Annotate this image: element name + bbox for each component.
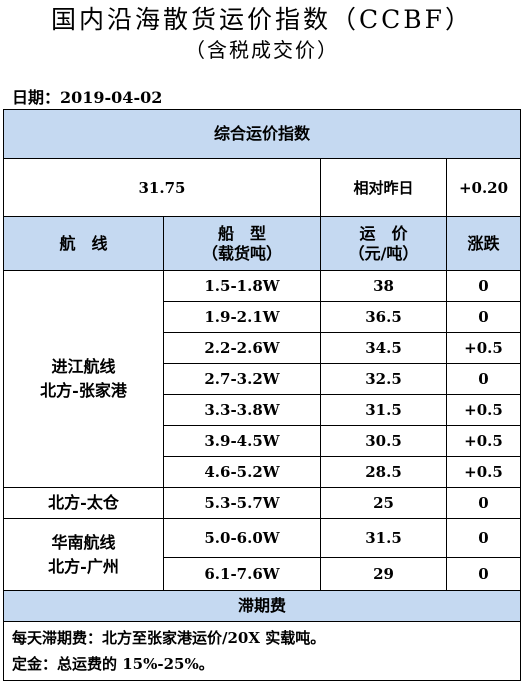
- ship-type-cell: 3.3-3.8W: [163, 394, 321, 426]
- page-subtitle: （含税成交价）: [185, 38, 339, 62]
- freight-cell: 30.5: [320, 425, 447, 457]
- freight-cell: 34.5: [320, 332, 447, 364]
- change-cell: 0: [445, 487, 522, 519]
- freight-cell: 25: [320, 487, 447, 519]
- table-row: 6.1-7.6W 29 0: [4, 557, 522, 591]
- ship-type-cell: 5.0-6.0W: [163, 518, 321, 558]
- table-row: 华南航线 北方-广州 5.0-6.0W 31.5 0: [3, 518, 522, 591]
- table-row: 4.6-5.2W 28.5 +0.5: [4, 456, 522, 488]
- ship-type-cell: 4.6-5.2W: [163, 456, 321, 488]
- table-row: 北方-太仓 5.3-5.7W 25 0: [3, 487, 522, 519]
- ship-type-cell: 6.1-7.6W: [163, 557, 321, 591]
- column-header-route: 航 线: [3, 216, 164, 271]
- freight-unit: （元/吨）: [348, 243, 419, 263]
- change-cell: +0.5: [445, 332, 522, 364]
- table-row: 进江航线 北方-张家港 1.5-1.8W 38 0: [3, 270, 522, 488]
- change-cell: 0: [445, 363, 522, 395]
- freight-label: 运 价: [359, 223, 408, 243]
- report-date: 日期：2019-04-02: [12, 88, 163, 107]
- ship-type-cell: 2.2-2.6W: [163, 332, 321, 364]
- change-cell: +0.5: [445, 456, 522, 488]
- freight-cell: 28.5: [320, 456, 447, 488]
- column-header-ship-type: 船 型 （载货吨）: [163, 216, 321, 271]
- change-label: 相对昨日: [320, 158, 447, 217]
- route-name: 华南航线: [51, 532, 116, 552]
- ship-type-cell: 2.7-3.2W: [163, 363, 321, 395]
- freight-cell: 29: [320, 557, 447, 591]
- route-path: 北方-广州: [48, 556, 119, 576]
- ship-type-cell: 5.3-5.7W: [163, 487, 321, 519]
- freight-index-table: 综合运价指数 31.75 相对昨日 +0.20 航 线 船 型 （载货吨） 运 …: [2, 109, 522, 681]
- change-cell: 0: [445, 518, 522, 558]
- freight-cell: 32.5: [320, 363, 447, 395]
- table-row: 2.7-3.2W 32.5 0: [4, 363, 522, 395]
- demurrage-note: 每天滞期费：北方至张家港运价/20X 实载吨。: [12, 629, 326, 647]
- ship-type-label: 船 型: [217, 223, 266, 243]
- change-cell: +0.5: [445, 394, 522, 426]
- change-cell: 0: [445, 270, 522, 302]
- freight-cell: 31.5: [320, 518, 447, 558]
- table-row: 3.3-3.8W 31.5 +0.5: [4, 394, 522, 426]
- composite-index-value: 31.75: [3, 158, 321, 217]
- ship-type-cell: 1.5-1.8W: [163, 270, 321, 302]
- route-cell: 北方-太仓: [3, 487, 164, 519]
- freight-cell: 36.5: [320, 301, 447, 333]
- ship-type-unit: （载货吨）: [201, 243, 282, 263]
- composite-index-heading: 综合运价指数: [2, 109, 522, 159]
- composite-index-change: +0.20: [445, 158, 522, 217]
- demurrage-notes: 每天滞期费：北方至张家港运价/20X 实载吨。 定金：总运费的 15%-25%。: [2, 621, 522, 681]
- freight-cell: 38: [320, 270, 447, 302]
- deposit-note: 定金：总运费的 15%-25%。: [12, 655, 214, 673]
- route-cell: 进江航线 北方-张家港: [3, 270, 164, 488]
- ship-type-cell: 1.9-2.1W: [163, 301, 321, 333]
- route-cell: 华南航线 北方-广州: [3, 518, 164, 591]
- table-row: 1.9-2.1W 36.5 0: [4, 301, 522, 333]
- route-path: 北方-张家港: [40, 381, 127, 400]
- ship-type-cell: 3.9-4.5W: [163, 425, 321, 457]
- route-name: 进江航线: [51, 357, 116, 376]
- change-cell: +0.5: [445, 425, 522, 457]
- freight-cell: 31.5: [320, 394, 447, 426]
- change-cell: 0: [445, 557, 522, 591]
- column-header-freight: 运 价 （元/吨）: [320, 216, 447, 271]
- demurrage-heading: 滞期费: [2, 590, 522, 622]
- column-header-change: 涨跌: [445, 216, 522, 271]
- page-title: 国内沿海散货运价指数（CCBF）: [51, 5, 473, 34]
- change-cell: 0: [445, 301, 522, 333]
